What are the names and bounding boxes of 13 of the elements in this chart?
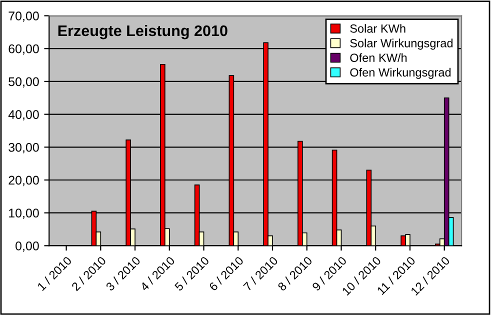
y-tick-label: 40,00 — [8, 110, 39, 120]
y-tick-label: 30,00 — [8, 142, 39, 154]
legend-label: Solar Wirkungsgrad — [350, 38, 453, 50]
legend-label: Solar KWh — [350, 24, 406, 33]
y-tick-label: 10,00 — [9, 208, 39, 219]
y-tick-label: 60,00 — [8, 44, 39, 55]
y-tick-label: 50,00 — [8, 77, 39, 88]
y-tick-label: 70,00 — [8, 12, 39, 22]
legend-label: Ofen Wirkungsgrad — [350, 68, 451, 79]
text: Erzeugte Leistung 2010 — [58, 24, 228, 40]
y-tick-label: 0,00 — [16, 242, 39, 252]
legend-label: Ofen KW/h — [350, 53, 407, 62]
y-tick-label: 20,00 — [8, 176, 39, 186]
